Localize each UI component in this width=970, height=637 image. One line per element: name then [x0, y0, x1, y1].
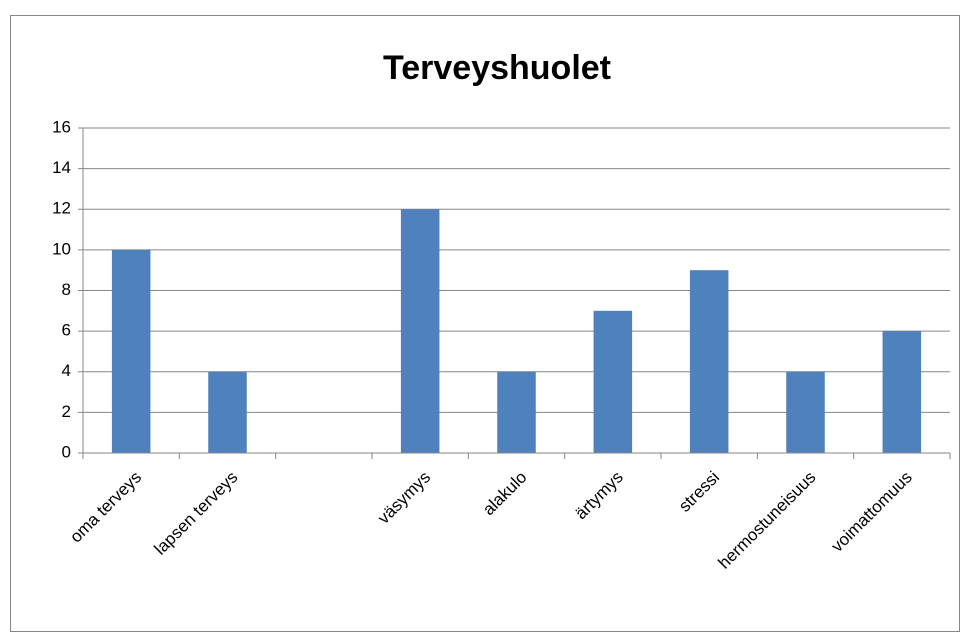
bar	[497, 371, 536, 453]
chart-title: Terveyshuolet	[383, 49, 611, 87]
bar	[786, 371, 825, 453]
chart-border	[10, 15, 960, 632]
y-tick-label: 0	[62, 442, 71, 461]
y-tick-label: 16	[52, 117, 71, 136]
bar	[111, 249, 151, 453]
bar	[400, 209, 440, 453]
y-tick-label: 12	[52, 199, 71, 218]
y-tick-label: 8	[62, 280, 71, 299]
bar	[689, 270, 729, 453]
y-tick-label: 2	[62, 402, 71, 421]
bar	[593, 310, 633, 453]
y-tick-label: 6	[62, 321, 71, 340]
y-tick-label: 4	[62, 361, 71, 380]
y-tick-label: 10	[52, 239, 71, 258]
bar	[882, 331, 922, 453]
y-tick-label: 14	[52, 158, 71, 177]
bar	[208, 371, 247, 453]
